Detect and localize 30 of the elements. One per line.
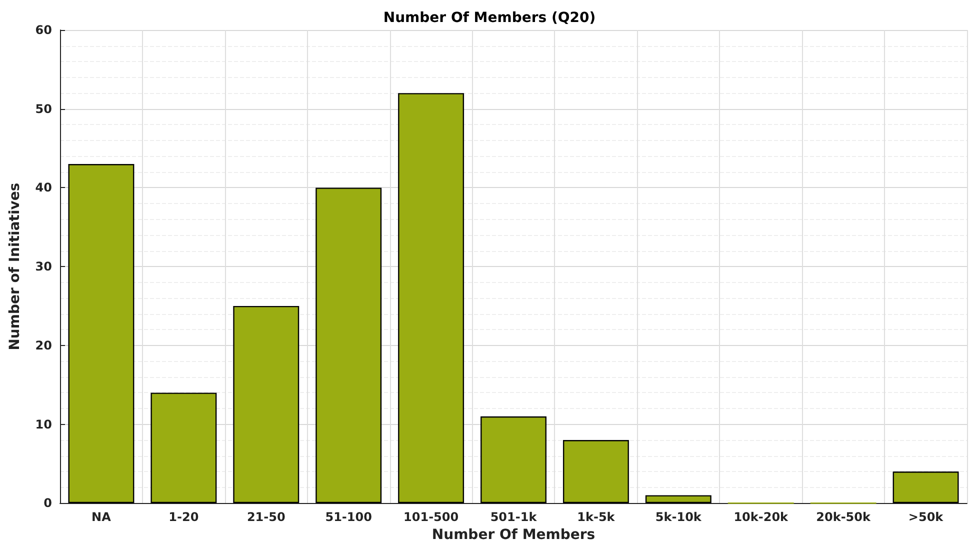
y-tick-label: 10 bbox=[35, 417, 52, 432]
bar bbox=[68, 164, 134, 504]
bar bbox=[645, 495, 712, 504]
x-tick-label: NA bbox=[92, 510, 112, 524]
y-tick-label: 40 bbox=[35, 180, 52, 195]
y-tick-label: 50 bbox=[35, 102, 52, 116]
y-tick-label: 60 bbox=[35, 23, 52, 37]
y-tick-label: 30 bbox=[35, 260, 52, 274]
x-tick-label: 20k-50k bbox=[816, 510, 872, 524]
y-tick-label: 0 bbox=[44, 496, 52, 510]
x-tick-label: 101-500 bbox=[404, 510, 459, 524]
x-tick-label: 1k-5k bbox=[577, 510, 616, 524]
bar bbox=[892, 472, 959, 504]
bar bbox=[480, 416, 546, 504]
y-tick-label: 20 bbox=[35, 338, 52, 352]
x-axis-title: Number Of Members bbox=[432, 527, 596, 543]
bar bbox=[398, 93, 464, 504]
bar bbox=[562, 440, 629, 504]
x-tick-label: 5k-10k bbox=[655, 510, 702, 524]
bar bbox=[150, 392, 217, 504]
chart-title: Number Of Members (Q20) bbox=[383, 10, 596, 26]
y-axis-title: Number of Initiatives bbox=[7, 182, 23, 350]
x-tick-label: 21-50 bbox=[246, 510, 286, 524]
x-tick-label: 51-100 bbox=[325, 510, 372, 524]
bar bbox=[233, 306, 300, 504]
x-tick-label: 10k-20k bbox=[734, 510, 790, 524]
x-tick-label: >50k bbox=[908, 510, 944, 524]
bar bbox=[316, 188, 382, 504]
x-tick-label: 501-1k bbox=[490, 510, 538, 524]
x-tick-label: 1-20 bbox=[168, 510, 199, 524]
